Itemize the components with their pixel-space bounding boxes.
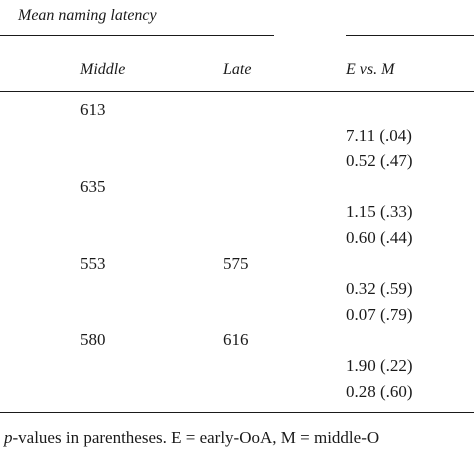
cell-e-vs-m: 0.52 (.47) <box>346 151 413 170</box>
column-header-e-vs-m: E vs. M <box>346 61 395 78</box>
cell-e-vs-m: 0.32 (.59) <box>346 279 413 298</box>
header-rule <box>0 91 474 92</box>
cell-e-vs-m: 0.60 (.44) <box>346 228 413 247</box>
cell-e-vs-m: 1.15 (.33) <box>346 202 413 221</box>
cell-middle: 580 <box>80 330 106 349</box>
heading-rule-right <box>346 35 474 36</box>
cell-late: 616 <box>223 330 249 349</box>
heading-rule-left <box>0 35 274 36</box>
cell-middle: 613 <box>80 100 106 119</box>
cell-e-vs-m: 7.11 (.04) <box>346 126 412 145</box>
cell-e-vs-m: 1.90 (.22) <box>346 356 413 375</box>
footnote-text: -values in parentheses. E = early-OoA, M… <box>12 428 380 447</box>
cell-middle: 635 <box>80 177 106 196</box>
column-header-late: Late <box>223 61 252 78</box>
cell-late: 575 <box>223 254 249 273</box>
table-footnote: p-values in parentheses. E = early-OoA, … <box>4 428 379 448</box>
cell-e-vs-m: 0.28 (.60) <box>346 382 413 401</box>
cell-e-vs-m: 0.07 (.79) <box>346 305 413 324</box>
table-bottom-rule <box>0 412 474 413</box>
footnote-p-symbol: p <box>4 428 13 447</box>
group-heading-mean-naming-latency: Mean naming latency <box>18 7 157 24</box>
cell-middle: 553 <box>80 254 106 273</box>
column-header-middle: Middle <box>80 61 126 78</box>
